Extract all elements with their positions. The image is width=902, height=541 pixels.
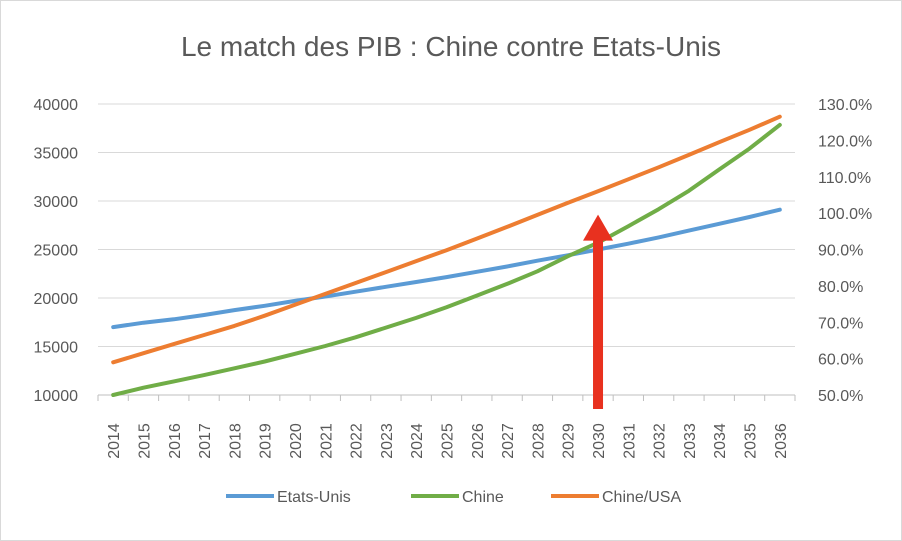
y2-tick-label: 60.0% [818,352,863,369]
series-line-etats-unis [111,207,782,330]
legend: Etats-Unis Chine Chine/USA [226,489,681,506]
y-axis-right-labels: 130.0% 120.0% 110.0% 100.0% 90.0% 80.0% 70.0% 6… [818,97,872,405]
y-tick-label: 20000 [34,291,79,308]
annotation-arrow-shaft [593,238,604,409]
x-tick-label: 2028 [530,423,547,459]
series-line-chine [111,122,782,397]
x-tick-label: 2019 [258,423,275,459]
y-tick-label: 15000 [34,340,79,357]
x-tick-label: 2035 [743,423,760,459]
x-tick-label: 2025 [440,423,457,459]
x-tick-label: 2034 [712,423,729,459]
annotation-arrow-head [583,214,614,241]
y2-tick-label: 50.0% [818,388,863,405]
x-tick-label: 2027 [500,423,517,459]
legend-label: Etats-Unis [277,489,351,506]
x-tick-label: 2036 [773,423,790,459]
y2-tick-label: 130.0% [818,97,872,114]
y-tick-label: 40000 [34,97,79,114]
legend-label: Chine/USA [602,489,681,506]
x-tick-label: 2022 [349,423,366,459]
series-lines [111,114,782,397]
x-tick-label: 2021 [318,423,335,459]
x-tick-label: 2014 [106,423,123,459]
x-tick-label: 2023 [379,423,396,459]
y2-tick-label: 90.0% [818,243,863,260]
y2-tick-label: 120.0% [818,133,872,150]
x-tick-label: 2032 [652,423,669,459]
x-axis-labels: 2014 2015 2016 2017 2018 2019 2020 2021 2022 2023… [106,423,790,459]
x-tick-label: 2026 [470,423,487,459]
y2-tick-label: 110.0% [818,170,871,187]
x-tick-label: 2031 [621,423,638,459]
y-tick-label: 25000 [34,243,79,260]
x-tick-label: 2020 [288,423,305,459]
y-axis-left-labels: 40000 35000 30000 25000 20000 15000 10000 [34,97,79,405]
annotation [583,214,614,409]
y-tick-label: 30000 [34,194,79,211]
chart-title: Le match des PIB : Chine contre Etats-Un… [180,31,722,62]
x-tick-label: 2016 [167,423,184,459]
y-tick-label: 10000 [34,388,79,405]
x-tick-label: 2024 [409,423,426,459]
x-tick-label: 2029 [561,423,578,459]
y-tick-label: 35000 [34,146,79,163]
x-tick-label: 2033 [682,423,699,459]
legend-label: Chine [462,489,504,506]
x-tick-label: 2018 [227,423,244,459]
x-axis [97,394,796,401]
y2-tick-label: 100.0% [818,206,872,223]
grid-lines [98,103,795,347]
x-tick-label: 2017 [197,423,214,459]
y2-tick-label: 80.0% [818,279,863,296]
series-line-chine-usa [111,114,782,365]
x-tick-label: 2015 [136,423,153,459]
y2-tick-label: 70.0% [818,315,863,332]
x-tick-label: 2030 [591,423,608,459]
